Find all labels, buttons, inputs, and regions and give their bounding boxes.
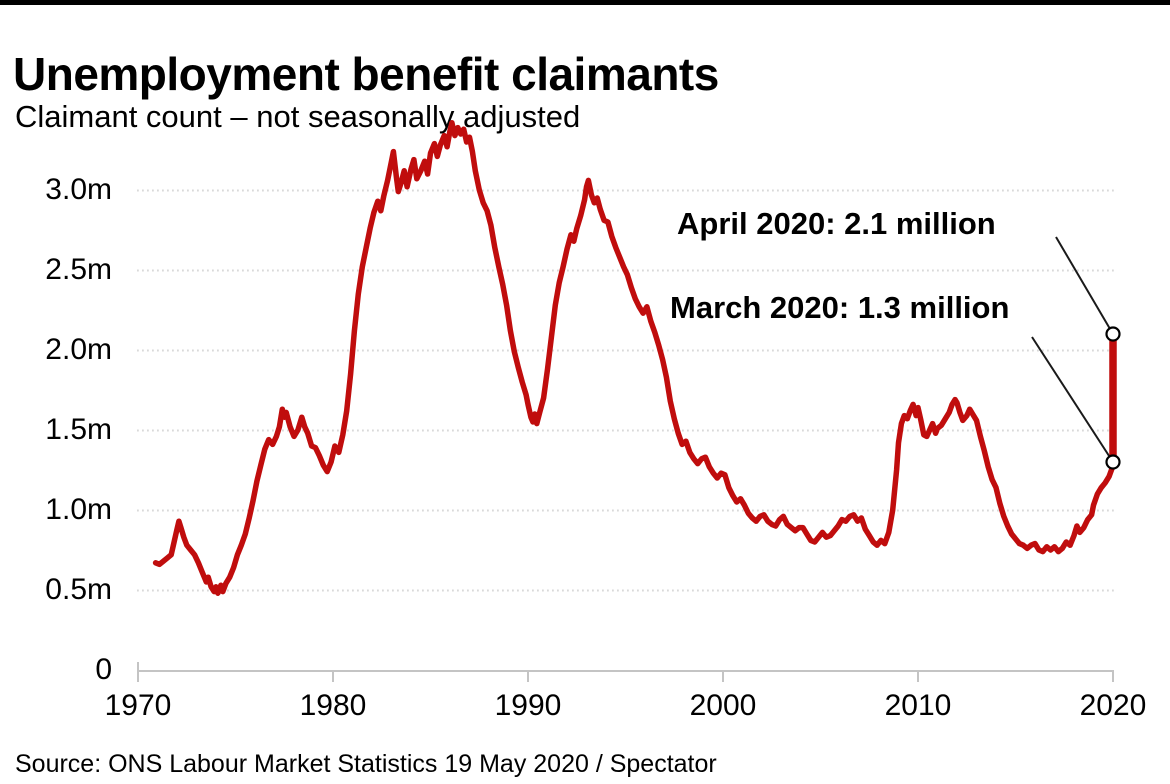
marker-circle-march-2020 [1105, 454, 1121, 470]
callout-line-april-2020 [1055, 236, 1114, 335]
x-tick-label-2020: 2020 [1079, 689, 1147, 722]
y-tick-label-1.0m: 1.0m [45, 493, 112, 526]
y-tick-label-0: 0 [95, 653, 112, 686]
callout-line-march-2020 [1031, 336, 1114, 463]
claimant-count-line [152, 120, 1116, 596]
source-note: Source: ONS Labour Market Statistics 19 … [15, 750, 717, 778]
x-tick-label-2010: 2010 [884, 689, 952, 722]
y-tick-label-2.5m: 2.5m [45, 253, 112, 286]
x-tick-label-1980: 1980 [299, 689, 367, 722]
y-tick-label-1.5m: 1.5m [45, 413, 112, 446]
y-tick-label-0.5m: 0.5m [45, 573, 112, 606]
annotation-april-2020-label: April 2020: 2.1 million [677, 206, 996, 241]
top-border-bar [0, 0, 1170, 5]
x-tick-label-1970: 1970 [104, 689, 172, 722]
x-tick-label-1990: 1990 [494, 689, 562, 722]
page-title: Unemployment benefit claimants [13, 47, 719, 100]
annotation-march-2020-label: March 2020: 1.3 million [670, 290, 1010, 325]
y-tick-label-3.0m: 3.0m [45, 173, 112, 206]
y-tick-label-2.0m: 2.0m [45, 333, 112, 366]
chart-subtitle: Claimant count – not seasonally adjusted [15, 99, 581, 134]
x-tick-label-2000: 2000 [689, 689, 757, 722]
marker-circle-april-2020 [1105, 326, 1121, 342]
